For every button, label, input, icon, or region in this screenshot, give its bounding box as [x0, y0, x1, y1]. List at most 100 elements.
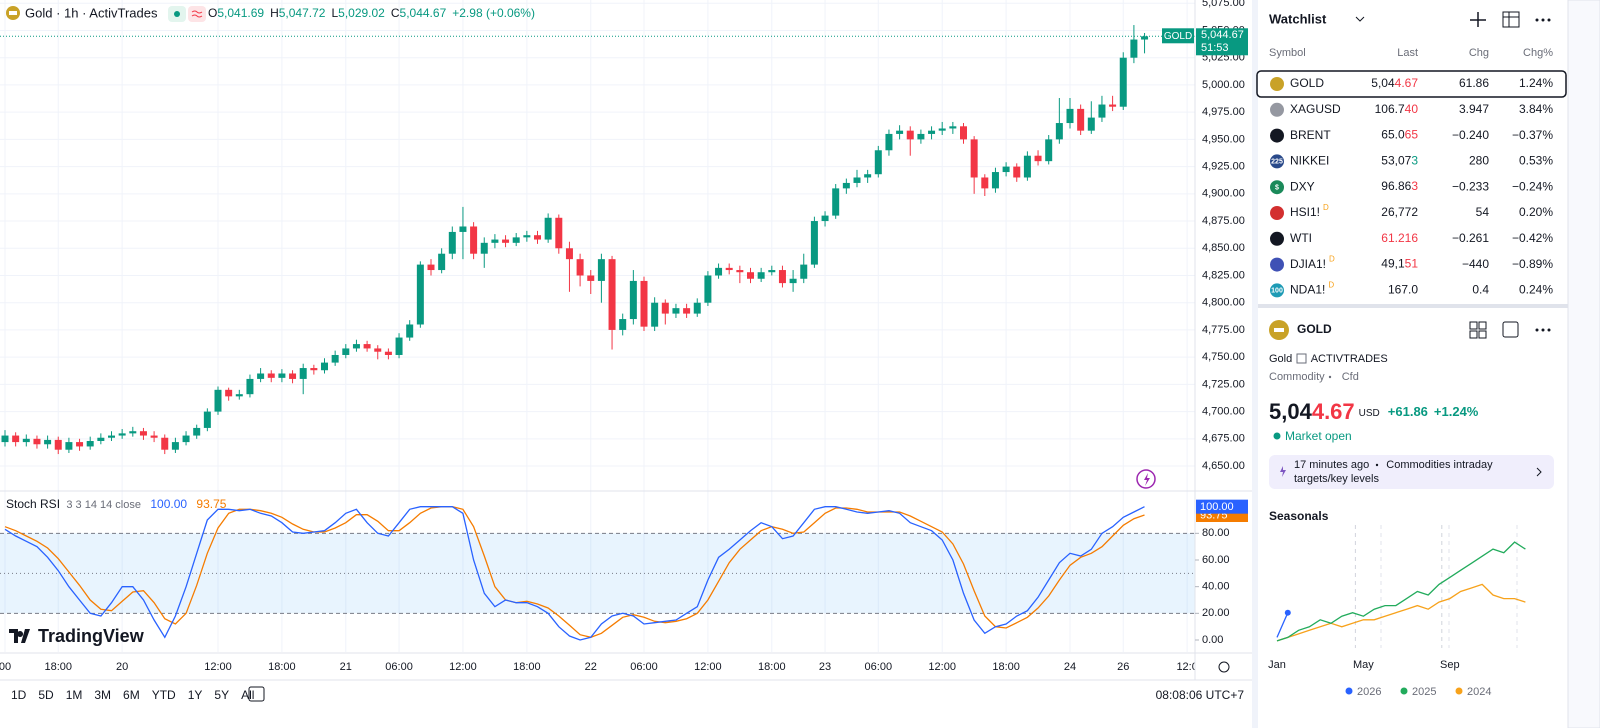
- dropdown-icon[interactable]: [1355, 16, 1365, 22]
- row-change-pct: 1.24%: [1519, 76, 1553, 90]
- x-tick-label: 00: [0, 661, 11, 673]
- price-badge-label: 100.00: [1200, 501, 1234, 513]
- row-change: −0.240: [1452, 128, 1489, 142]
- candle-body: [768, 270, 776, 273]
- legend-marker: [1400, 687, 1408, 695]
- candle-body: [906, 130, 914, 140]
- row-symbol[interactable]: BRENT: [1290, 128, 1331, 142]
- layout-icon[interactable]: [1502, 11, 1520, 28]
- detail-category: Commodity Cfd: [1269, 371, 1359, 383]
- row-symbol[interactable]: WTI: [1290, 231, 1312, 245]
- candle-body: [778, 270, 786, 284]
- y-tick-label: 4,700.00: [1202, 406, 1245, 418]
- candle-body: [97, 437, 105, 441]
- chevron: [1536, 467, 1542, 477]
- y-tick-label: 60.00: [1202, 554, 1230, 566]
- more-icon[interactable]: [1535, 18, 1539, 22]
- x-tick-label: 24: [1064, 661, 1076, 673]
- candle-body: [363, 344, 371, 349]
- range-button[interactable]: YTD: [152, 688, 176, 702]
- data-status[interactable]: [188, 6, 206, 22]
- candle-body: [150, 435, 158, 438]
- candle-body: [1, 435, 9, 443]
- more-icon: [1541, 328, 1545, 332]
- x-tick-label: 18:00: [513, 661, 541, 673]
- indicator-legend: Stoch RSI 3 3 14 14 close 100.00 93.75: [6, 497, 227, 511]
- candle-body: [214, 389, 222, 412]
- seasonals-title[interactable]: Seasonals: [1269, 509, 1329, 523]
- candle-body: [171, 442, 179, 450]
- more-icon: [1547, 328, 1551, 332]
- range-button[interactable]: 1D: [11, 688, 27, 702]
- legend-label: 2024: [1467, 686, 1491, 698]
- candle-body: [76, 442, 84, 447]
- candle-body: [12, 435, 20, 443]
- settings-icon[interactable]: [1218, 661, 1230, 673]
- price-badge-label: 5,044.67: [1201, 29, 1244, 41]
- row-last: 96.863: [1381, 179, 1418, 193]
- candle-body: [523, 235, 531, 238]
- grid-icon[interactable]: [1469, 321, 1478, 330]
- row-symbol[interactable]: HSI1!: [1290, 205, 1320, 219]
- watermark: TradingView: [9, 626, 145, 646]
- row-symbol[interactable]: XAGUSD: [1290, 102, 1341, 116]
- watchlist-title[interactable]: Watchlist: [1269, 11, 1327, 26]
- indicator-title[interactable]: Stoch RSI: [6, 497, 60, 511]
- edit-icon[interactable]: [1502, 321, 1519, 338]
- range-button[interactable]: All: [241, 688, 254, 702]
- row-symbol[interactable]: GOLD: [1290, 76, 1324, 90]
- candle-body: [651, 302, 659, 327]
- y-tick-label: 4,825.00: [1202, 269, 1245, 281]
- candle-body: [981, 177, 989, 189]
- row-icon-text: 225: [1271, 159, 1283, 166]
- row-last-part: 106.7: [1375, 102, 1405, 116]
- clock[interactable]: 08:08:06 UTC+7: [1156, 688, 1245, 702]
- candle-body: [938, 128, 946, 131]
- row-symbol[interactable]: NDA1!: [1290, 283, 1325, 297]
- range-button[interactable]: 6M: [123, 688, 140, 702]
- row-change: 280: [1469, 154, 1489, 168]
- more-icon: [1541, 18, 1545, 22]
- row-symbol[interactable]: DXY: [1290, 179, 1315, 193]
- chart-symbol[interactable]: Gold · 1h · ActivTrades: [25, 5, 158, 20]
- detail-exchange[interactable]: ACTIVTRADES: [1311, 353, 1388, 365]
- candle-body: [683, 308, 691, 314]
- candle-body: [1098, 104, 1106, 118]
- candle-body: [960, 126, 967, 140]
- candle-body: [555, 217, 563, 249]
- alert-icon[interactable]: [1136, 469, 1156, 489]
- date-range-icon[interactable]: [248, 686, 265, 702]
- candle-body: [459, 226, 467, 232]
- range-button[interactable]: 5Y: [214, 688, 229, 702]
- candle-body: [1141, 36, 1149, 40]
- candle-body: [896, 130, 904, 134]
- news-headline: targets/key levels: [1294, 473, 1379, 485]
- detail-symbol[interactable]: GOLD: [1297, 322, 1332, 336]
- range-button[interactable]: 1Y: [188, 688, 203, 702]
- candle-body: [310, 368, 318, 371]
- x-tick-label: 21: [340, 661, 352, 673]
- x-tick-label: 22: [585, 661, 597, 673]
- range-button[interactable]: 5D: [38, 688, 54, 702]
- candle-body: [22, 438, 30, 443]
- row-last: 167.0: [1388, 283, 1418, 297]
- candle-body: [704, 275, 712, 303]
- add-symbol-icon[interactable]: [1470, 12, 1486, 27]
- more-icon[interactable]: [1535, 328, 1539, 332]
- row-icon: [1270, 231, 1284, 246]
- candle-body: [257, 373, 265, 379]
- range-button[interactable]: 3M: [94, 688, 111, 702]
- data-status-icon: [191, 10, 203, 18]
- external-link-icon[interactable]: [1296, 353, 1307, 364]
- news-card[interactable]: [1269, 455, 1554, 489]
- range-button[interactable]: 1M: [66, 688, 83, 702]
- row-change-pct: −0.42%: [1512, 231, 1553, 245]
- row-symbol[interactable]: NIKKEI: [1290, 154, 1329, 168]
- row-change: 0.4: [1472, 283, 1489, 297]
- x-tick-label: May: [1353, 659, 1374, 671]
- indicator-value: 100.00: [150, 497, 187, 511]
- row-change: −0.233: [1452, 179, 1489, 193]
- x-tick-label: 23: [819, 661, 831, 673]
- row-symbol[interactable]: DJIA1!: [1290, 257, 1326, 271]
- series-line: [1276, 612, 1289, 638]
